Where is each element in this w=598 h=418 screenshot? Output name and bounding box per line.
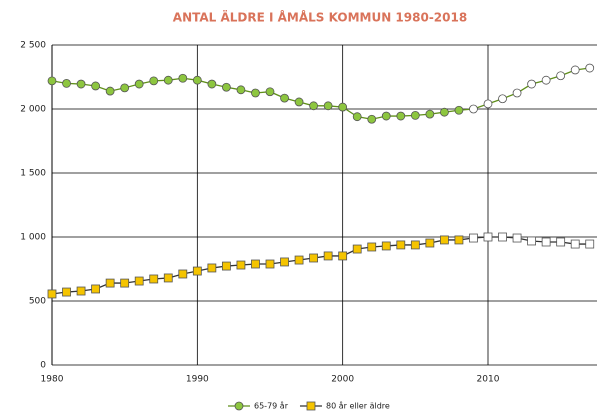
data-point (62, 79, 71, 88)
data-point (294, 97, 304, 107)
legend-label: 65-79 år (254, 401, 289, 411)
y-tick-label: 2 000 (20, 105, 46, 115)
y-tick-label: 500 (29, 297, 46, 307)
y-tick-label: 2 500 (20, 41, 46, 51)
data-point (105, 86, 115, 96)
data-point (483, 99, 493, 109)
data-point (265, 87, 275, 97)
data-point (47, 289, 57, 299)
data-point (381, 241, 391, 251)
data-point (221, 82, 231, 92)
data-point (134, 276, 144, 286)
data-point (454, 105, 464, 115)
data-point (338, 102, 348, 112)
legend-marker (306, 401, 316, 411)
data-point (149, 274, 159, 284)
data-point (469, 104, 478, 114)
data-point (120, 278, 130, 288)
data-point (207, 263, 217, 273)
x-tick-label: 2000 (331, 375, 354, 385)
x-tick-label: 1990 (186, 375, 209, 385)
data-point (410, 111, 420, 120)
data-point (367, 242, 377, 252)
data-point (178, 269, 188, 279)
data-point (396, 240, 406, 250)
data-point (425, 109, 435, 119)
data-point (381, 111, 391, 121)
data-point (76, 79, 86, 89)
data-point (396, 111, 406, 121)
data-point (163, 273, 173, 283)
data-point (62, 287, 71, 297)
data-point (91, 81, 100, 91)
data-point (585, 239, 595, 249)
chart-title: ANTAL ÄLDRE I ÅMÅLS KOMMUN 1980-2018 (173, 10, 467, 25)
x-tick-label: 1980 (41, 375, 64, 385)
data-point (585, 63, 595, 73)
data-point (352, 244, 362, 254)
data-point (556, 71, 566, 81)
data-point (323, 101, 333, 111)
data-point (91, 284, 100, 294)
data-point (338, 251, 348, 261)
data-point (527, 236, 536, 246)
x-tick-label: 2010 (477, 375, 500, 385)
data-point (47, 76, 57, 86)
data-point (541, 237, 551, 247)
data-point (410, 240, 420, 250)
y-tick-label: 1 000 (20, 233, 46, 243)
data-point (570, 239, 580, 249)
data-point (265, 259, 275, 269)
data-point (280, 93, 289, 103)
data-point (454, 235, 464, 245)
data-point (149, 76, 159, 86)
data-point (512, 88, 522, 98)
data-point (439, 235, 449, 245)
data-point (352, 112, 362, 122)
data-point (236, 85, 246, 95)
data-point (76, 286, 86, 296)
legend-label: 80 år eller äldre (326, 401, 390, 411)
data-point (541, 75, 551, 85)
data-point (309, 101, 319, 111)
data-point (512, 233, 522, 243)
data-point (309, 253, 319, 263)
legend-marker (234, 401, 244, 411)
y-tick-label: 1 500 (20, 169, 46, 179)
data-point (498, 94, 507, 104)
data-point (178, 73, 188, 83)
data-point (251, 259, 260, 269)
data-point (192, 75, 202, 85)
data-point (556, 237, 566, 247)
data-point (207, 79, 217, 89)
data-point (294, 255, 304, 265)
data-point (439, 107, 449, 117)
series-line (51, 236, 590, 295)
data-point (236, 260, 246, 270)
data-point (280, 257, 289, 267)
data-point (120, 83, 130, 93)
data-point (105, 278, 115, 288)
series-line (51, 67, 590, 120)
data-point (163, 75, 173, 85)
data-point (425, 238, 435, 248)
data-point (323, 251, 333, 261)
data-point (367, 114, 377, 124)
data-point (134, 79, 144, 89)
data-point (570, 65, 580, 75)
data-point (527, 79, 536, 89)
data-point (221, 261, 231, 271)
y-tick-label: 0 (40, 361, 46, 371)
data-point (469, 233, 478, 243)
data-point (498, 232, 507, 242)
data-point (483, 232, 493, 242)
data-point (192, 266, 202, 276)
data-point (251, 88, 260, 98)
